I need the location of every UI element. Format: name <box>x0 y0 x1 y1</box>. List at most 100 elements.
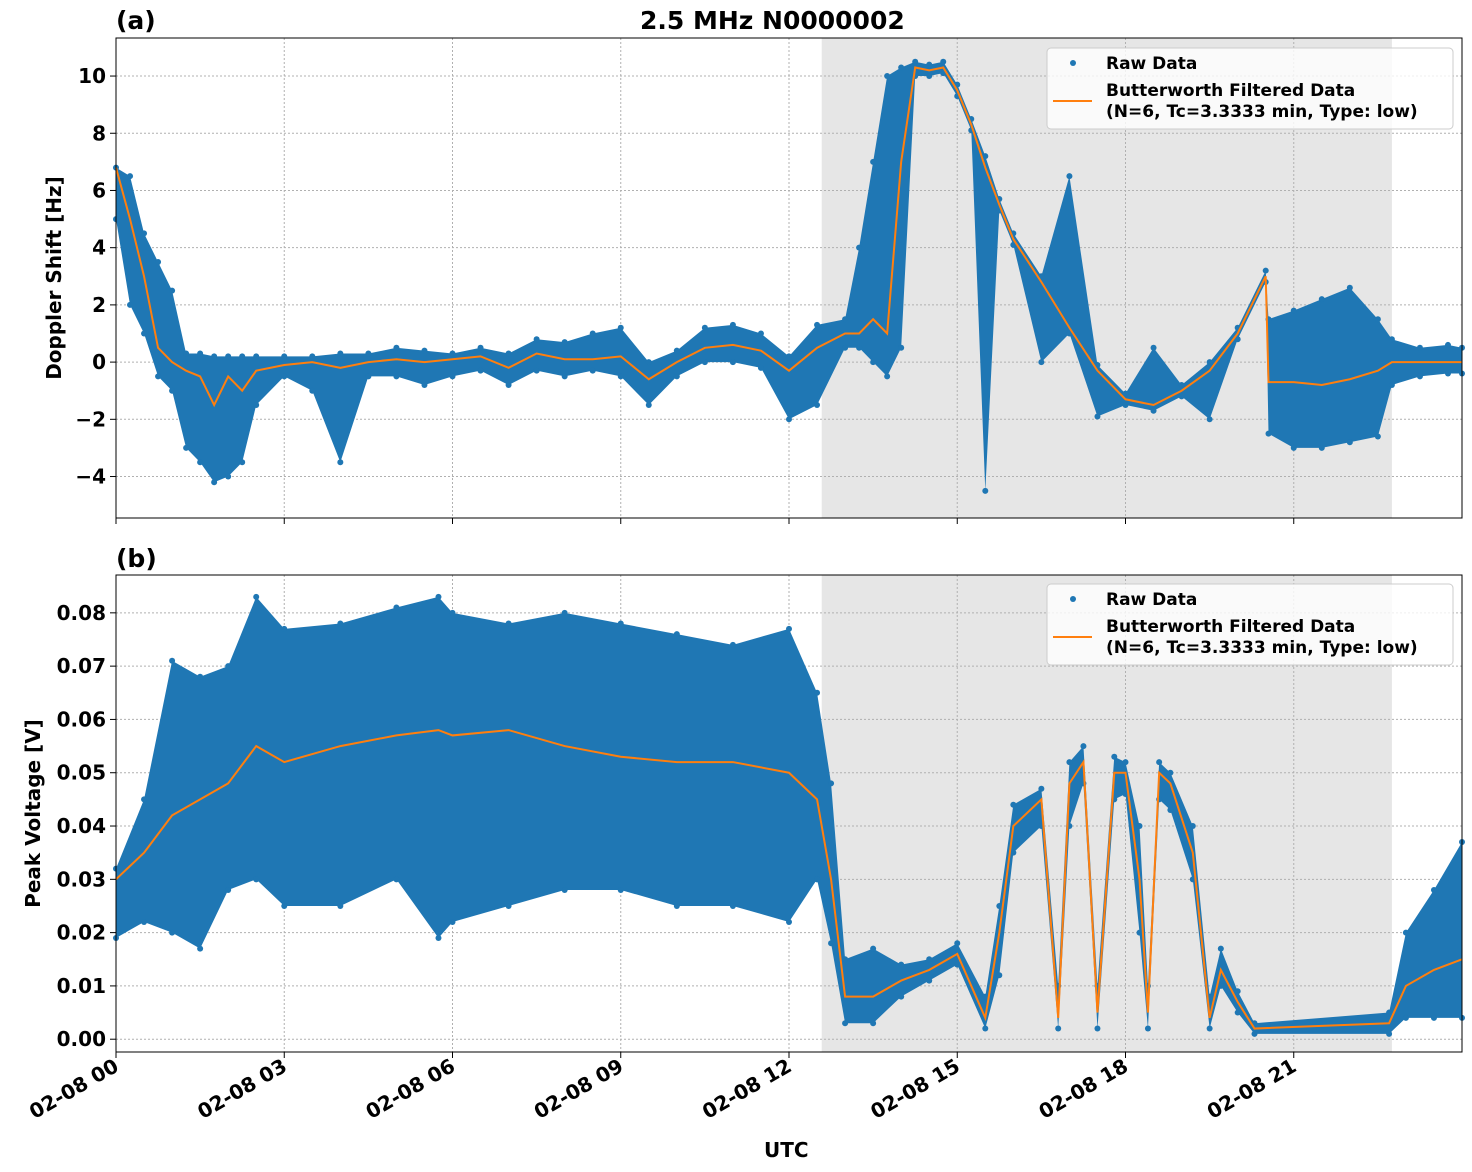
raw-data-point <box>393 604 400 611</box>
raw-data-point <box>533 367 540 374</box>
raw-data-point <box>1010 801 1017 808</box>
y-tick-label: 0 <box>92 350 106 374</box>
raw-data-point <box>239 353 246 360</box>
y-tick-label: 0.01 <box>57 974 106 998</box>
raw-data-point <box>954 961 961 968</box>
raw-data-point <box>814 689 821 696</box>
raw-data-point <box>898 993 905 1000</box>
raw-data-point <box>1430 1014 1437 1021</box>
raw-data-point <box>1189 823 1196 830</box>
raw-data-point <box>1055 1025 1062 1032</box>
x-tick-label: 02-08 09 <box>530 1054 628 1124</box>
raw-data-point <box>814 402 821 409</box>
raw-data-point <box>617 886 624 893</box>
raw-data-point <box>505 620 512 627</box>
legend-filtered-params: (N=6, Tc=3.3333 min, Type: low) <box>1106 638 1418 658</box>
raw-data-point <box>337 902 344 909</box>
raw-data-point <box>673 902 680 909</box>
raw-data-point <box>337 459 344 466</box>
raw-data-point <box>1217 982 1224 989</box>
raw-data-point <box>533 336 540 343</box>
raw-data-point <box>870 1020 877 1027</box>
raw-data-point <box>211 353 218 360</box>
raw-data-point <box>127 301 134 308</box>
raw-data-point <box>842 1020 849 1027</box>
raw-data-point <box>1066 759 1073 766</box>
raw-data-point <box>169 657 176 664</box>
raw-data-point <box>561 373 568 380</box>
raw-data-point <box>1416 344 1423 351</box>
raw-data-point <box>898 64 905 71</box>
y-tick-label: 0.02 <box>57 921 106 945</box>
raw-data-point <box>673 631 680 638</box>
raw-data-point <box>786 353 792 360</box>
raw-data-point <box>982 1025 989 1032</box>
panel-label-b: (b) <box>116 544 157 573</box>
x-tick-label: 02-08 18 <box>1034 1054 1132 1124</box>
raw-data-point <box>1265 430 1272 437</box>
raw-data-point <box>1346 439 1353 446</box>
raw-data-point <box>673 373 680 380</box>
raw-data-point <box>1388 381 1395 388</box>
raw-data-point <box>211 479 218 486</box>
raw-data-point <box>1094 361 1101 368</box>
raw-data-point <box>225 353 232 360</box>
raw-data-point <box>141 796 148 803</box>
raw-data-point <box>1318 296 1325 303</box>
y-tick-label: −2 <box>75 407 106 431</box>
raw-data-point <box>1122 759 1129 766</box>
raw-data-point <box>926 73 933 80</box>
raw-data-point <box>1234 988 1241 995</box>
raw-data-point <box>1150 344 1157 351</box>
raw-data-point <box>673 347 680 354</box>
y-tick-label: 4 <box>92 236 106 260</box>
raw-data-point <box>393 373 400 380</box>
raw-data-point <box>1038 785 1045 792</box>
legend: Raw Data Butterworth Filtered Data(N=6, T… <box>1046 47 1454 130</box>
raw-data-point <box>828 780 835 787</box>
raw-data-point <box>1386 1009 1393 1016</box>
raw-data-point <box>183 444 190 451</box>
x-tick-label: 02-08 12 <box>698 1054 796 1124</box>
raw-data-point <box>141 918 148 925</box>
y-tick-label: 8 <box>92 121 106 145</box>
raw-data-point <box>589 367 596 374</box>
raw-data-point <box>449 918 456 925</box>
raw-data-point <box>1167 769 1174 776</box>
raw-data-point <box>141 230 148 237</box>
raw-data-point <box>1206 359 1213 366</box>
legend-filtered-label: Butterworth Filtered Data <box>1106 617 1355 637</box>
raw-data-point <box>281 902 288 909</box>
y-tick-label: 0.04 <box>57 814 106 838</box>
x-tick-label: 02-08 21 <box>1203 1054 1301 1124</box>
raw-data-point <box>393 876 400 883</box>
raw-data-point <box>926 956 933 963</box>
raw-data-point <box>1066 173 1073 180</box>
raw-data-point <box>870 158 877 165</box>
raw-data-point <box>757 330 764 337</box>
raw-data-point <box>1094 1025 1101 1032</box>
raw-data-point <box>1122 791 1129 798</box>
raw-data-point <box>617 373 624 380</box>
x-axis-label: UTC <box>764 1138 809 1162</box>
raw-data-point <box>1206 416 1213 423</box>
raw-data-point <box>197 673 204 680</box>
raw-data-point <box>870 359 877 366</box>
raw-data-point <box>421 381 428 388</box>
raw-data-point <box>884 73 891 80</box>
raw-data-point <box>561 609 568 616</box>
raw-data-point <box>757 364 764 371</box>
raw-data-point <box>141 330 148 337</box>
raw-data-point <box>1290 307 1297 314</box>
raw-data-point <box>1217 945 1224 952</box>
raw-data-point <box>729 902 736 909</box>
raw-data-point <box>477 344 484 351</box>
raw-data-point <box>1374 433 1381 440</box>
raw-data-point <box>1038 273 1045 280</box>
legend-box <box>1046 47 1454 130</box>
raw-data-point <box>197 945 204 952</box>
raw-data-point <box>828 940 835 947</box>
raw-data-point <box>449 350 456 357</box>
raw-data-point <box>365 373 372 380</box>
